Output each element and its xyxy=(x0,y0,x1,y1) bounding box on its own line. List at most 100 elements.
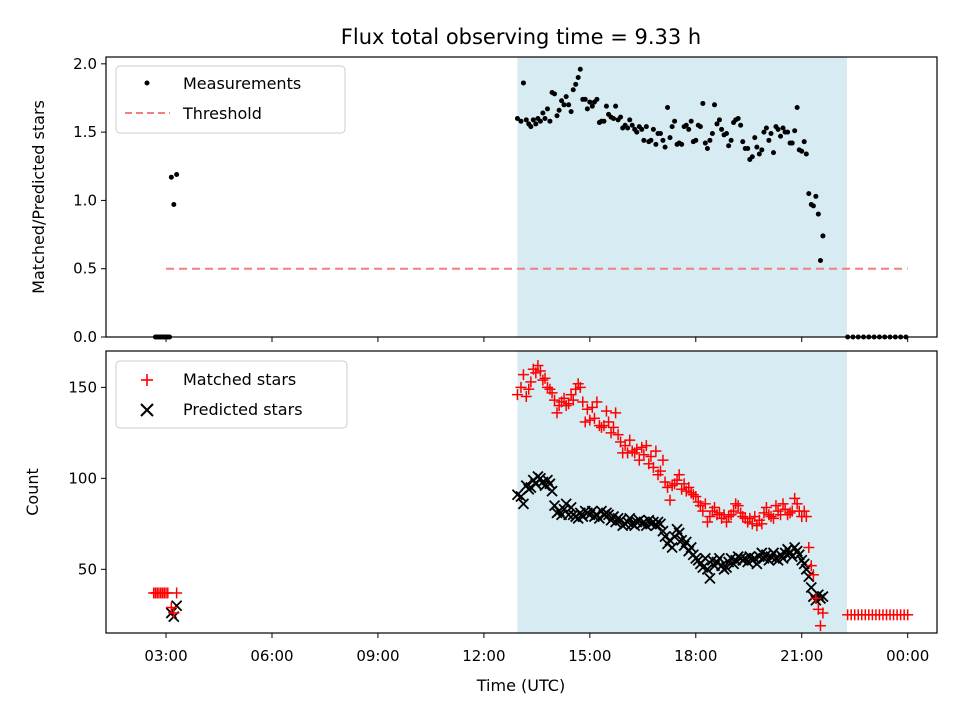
predicted-star-point xyxy=(713,552,726,565)
measurement-point xyxy=(171,202,177,208)
measurement-point xyxy=(770,150,776,156)
measurement-point xyxy=(643,124,649,130)
predicted-star-point xyxy=(525,481,537,494)
matched-star-point xyxy=(784,507,796,519)
measurement-point xyxy=(709,130,715,136)
matched-star-point xyxy=(520,390,532,402)
matched-star-point xyxy=(619,440,631,452)
measurement-point xyxy=(559,98,565,104)
measurement-point xyxy=(716,117,722,123)
measurement-point xyxy=(634,129,640,135)
matched-star-point xyxy=(624,434,636,446)
matched-star-point xyxy=(595,421,607,433)
bottom-x-ticks: 03:00 06:00 09:00 12:00 15:00 18:00 21:00 00:00 xyxy=(144,633,929,665)
matched-star-point xyxy=(721,516,733,528)
matched-star-point xyxy=(789,492,801,504)
measurement-point xyxy=(724,130,730,136)
measurement-point xyxy=(763,125,769,131)
matched-star-point xyxy=(805,560,817,572)
top-x-ticks xyxy=(165,337,909,342)
matched-star-point xyxy=(588,412,600,424)
measurement-point xyxy=(648,137,654,143)
matched-star-point xyxy=(537,374,549,386)
matched-star-point xyxy=(610,407,622,419)
measurement-point xyxy=(650,126,656,132)
matched-star-point xyxy=(662,481,674,493)
measurement-point xyxy=(815,211,821,217)
matched-star-point xyxy=(647,461,659,473)
legend-matched-label: Matched stars xyxy=(183,370,296,389)
matched-star-point xyxy=(579,416,591,428)
bottom-y-ticks: 50 100 150 xyxy=(68,378,106,578)
measurement-point xyxy=(754,144,760,150)
measurement-point xyxy=(801,139,807,145)
bottom-y-axis-label: Count xyxy=(23,468,42,516)
measurement-point xyxy=(669,124,675,130)
matched-star-point xyxy=(525,376,537,388)
matched-star-point xyxy=(645,451,657,463)
measurement-point xyxy=(530,117,536,123)
measurement-point xyxy=(552,91,558,97)
matched-star-point xyxy=(541,381,553,393)
measurement-point xyxy=(566,102,572,108)
matched-star-point xyxy=(666,480,678,492)
measurement-point xyxy=(660,137,666,143)
matched-star-point xyxy=(567,394,579,406)
matched-star-point xyxy=(902,609,914,621)
matched-star-point xyxy=(636,441,648,453)
measurement-point xyxy=(806,191,812,197)
measurement-point xyxy=(561,102,567,108)
measurement-point xyxy=(653,141,659,147)
matched-star-point xyxy=(807,569,819,581)
measurement-point xyxy=(556,107,562,113)
measurement-point xyxy=(618,114,624,120)
measurement-point xyxy=(520,80,526,86)
legend-threshold-label: Threshold xyxy=(182,104,262,123)
matched-star-point xyxy=(810,592,822,604)
matched-star-point xyxy=(565,389,577,401)
chart-title: Flux total observing time = 9.33 h xyxy=(341,25,701,49)
matched-star-point xyxy=(709,501,721,513)
matched-star-point xyxy=(626,445,638,457)
predicted-star-point xyxy=(701,563,714,575)
measurement-point xyxy=(168,174,174,180)
xtick-label: 00:00 xyxy=(886,647,929,665)
measurement-point xyxy=(662,144,668,150)
measurement-point xyxy=(657,130,663,136)
predicted-star-point xyxy=(511,489,524,501)
top-ytick-label: 0.0 xyxy=(73,328,97,346)
matched-star-point xyxy=(798,505,810,517)
matched-star-point xyxy=(737,511,749,523)
matched-star-point xyxy=(654,465,666,477)
measurement-point xyxy=(794,105,800,111)
xtick-label: 18:00 xyxy=(674,647,717,665)
matched-star-point xyxy=(640,440,652,452)
matched-star-point xyxy=(551,407,563,419)
matched-star-point xyxy=(638,449,650,461)
legend-plus-icon xyxy=(141,374,153,386)
measurement-point xyxy=(704,146,710,152)
measurement-point xyxy=(752,135,758,141)
measurement-point xyxy=(728,137,734,143)
matched-star-point xyxy=(605,427,617,439)
measurement-point xyxy=(627,117,633,123)
top-ytick-label: 2.0 xyxy=(73,55,97,73)
measurement-point xyxy=(672,118,678,124)
matched-star-point xyxy=(751,520,763,532)
matched-star-point xyxy=(683,481,695,493)
measurement-point xyxy=(533,121,539,127)
measurement-point xyxy=(563,94,569,100)
matched-star-point xyxy=(777,498,789,510)
measurement-point xyxy=(575,74,581,80)
top-ytick-label: 0.5 xyxy=(73,260,97,278)
matched-star-point xyxy=(697,505,709,517)
measurement-point xyxy=(697,124,703,130)
measurement-point xyxy=(577,66,583,72)
measurement-point xyxy=(542,115,548,121)
measurement-point xyxy=(817,258,823,264)
predicted-star-point xyxy=(666,541,678,554)
measurement-point xyxy=(584,106,590,112)
matched-star-point xyxy=(539,372,551,384)
top-ytick-label: 1.5 xyxy=(73,123,97,141)
measurement-point xyxy=(799,148,805,154)
